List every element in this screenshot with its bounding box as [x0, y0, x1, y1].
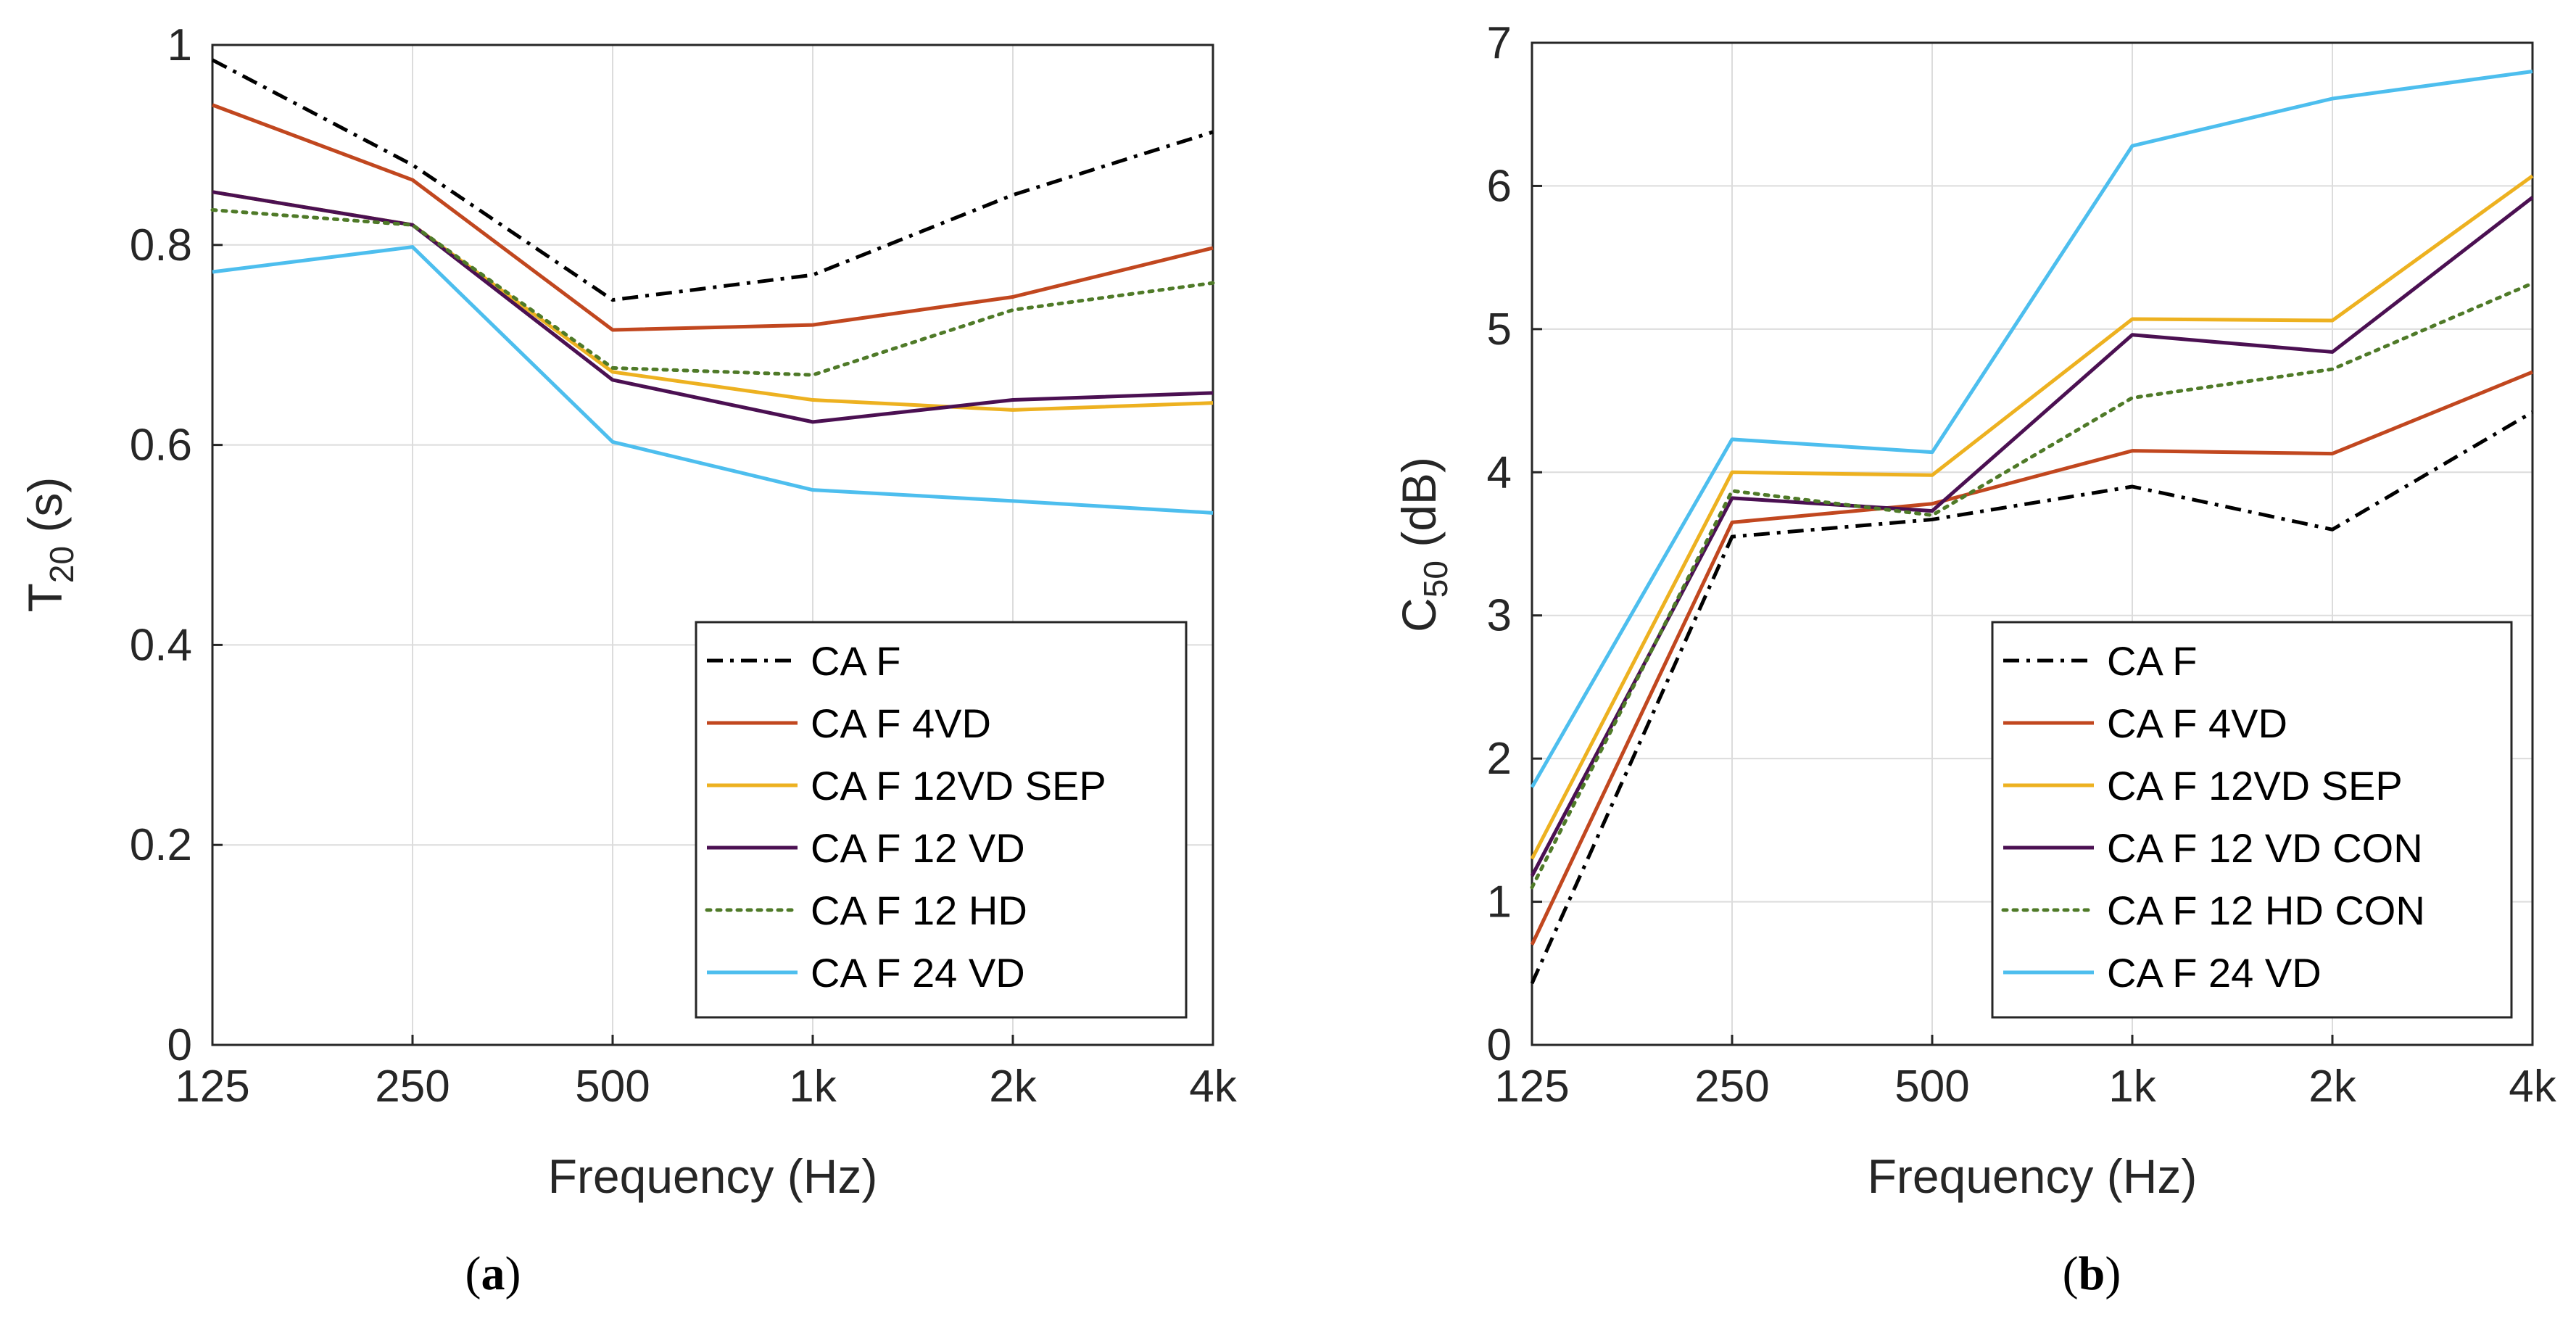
series-line-3	[212, 190, 1214, 424]
series-line-0	[1530, 410, 2534, 985]
x-axis-label-a: Frequency (Hz)	[548, 1149, 878, 1203]
series-line-3	[1530, 196, 2534, 877]
panel-label-a-close: )	[505, 1247, 521, 1300]
legend-entries-b: CA F CA F 4VD CA F 12VD SEP CA F 12 VD CON C…	[2001, 638, 2425, 996]
legend-label: CA F 24 VD	[811, 950, 1025, 996]
y-tick-label: 7	[1487, 18, 1512, 68]
y-tick-label: 0.6	[130, 421, 192, 471]
y-axis-label-b-main: C	[1392, 598, 1446, 632]
legend-a: CA F CA F 4VD CA F 12VD SEP CA F 12 VD CA F …	[695, 621, 1188, 1019]
series-line-2	[1530, 174, 2534, 860]
series-line-1	[212, 103, 1214, 332]
series-b	[1530, 70, 2535, 985]
x-ticks-b: 125 250 500 1k 2k 4k	[1494, 1035, 2557, 1112]
x-tick-label: 2k	[989, 1062, 1037, 1112]
y-tick-label: 0.8	[130, 220, 192, 270]
x-tick-label: 250	[1694, 1062, 1769, 1112]
series-line-4	[210, 208, 1215, 377]
legend-b: CA F CA F 4VD CA F 12VD SEP CA F 12 VD CON C…	[1991, 621, 2513, 1019]
y-axis-label-b: C50 (dB)	[1392, 457, 1454, 632]
panel-label-a-letter: a	[481, 1247, 505, 1300]
chart-a: 0 0.2 0.4 0.6 0.8 1 125 250 500 1k 2k 4k Frequency…	[18, 20, 1238, 1300]
x-tick-label: 4k	[1189, 1062, 1237, 1112]
legend-label: CA F	[811, 638, 900, 684]
y-tick-label: 0	[167, 1020, 192, 1070]
panel-label-a: (a)	[465, 1247, 521, 1300]
x-tick-label: 125	[1494, 1062, 1569, 1112]
y-axis-label-a-main: T	[18, 583, 72, 612]
series-line-0	[211, 58, 1214, 302]
legend-label: CA F 12 HD	[811, 888, 1027, 933]
series-line-2	[212, 190, 1214, 412]
series-line-1	[1530, 370, 2533, 946]
x-ticks-a: 125 250 500 1k 2k 4k	[175, 1035, 1238, 1112]
y-axis-label-a-sub: 20	[43, 546, 80, 583]
y-tick-label: 0	[1487, 1020, 1512, 1070]
x-tick-label: 500	[575, 1062, 650, 1112]
x-tick-label: 500	[1894, 1062, 1969, 1112]
x-tick-label: 2k	[2308, 1062, 2356, 1112]
y-axis-label-a-rest: (s)	[18, 477, 72, 546]
x-tick-label: 125	[175, 1062, 249, 1112]
legend-label: CA F 4VD	[811, 700, 991, 746]
legend-label: CA F 24 VD	[2107, 950, 2322, 996]
x-tick-label: 1k	[789, 1062, 837, 1112]
x-tick-label: 250	[375, 1062, 450, 1112]
panel-label-a-open: (	[465, 1247, 481, 1300]
legend-label: CA F 12 VD CON	[2107, 825, 2423, 871]
legend-entries-a: CA F CA F 4VD CA F 12VD SEP CA F 12 VD CA F …	[705, 638, 1106, 996]
x-tick-label: 1k	[2108, 1062, 2156, 1112]
y-axis-label-b-sub: 50	[1417, 561, 1454, 598]
series-line-5	[212, 245, 1214, 515]
y-tick-label: 3	[1487, 591, 1512, 641]
panel-label-b: (b)	[2063, 1247, 2121, 1300]
plot-area-b	[1531, 41, 2534, 1046]
plot-area-a	[211, 44, 1214, 1046]
y-tick-label: 2	[1487, 734, 1512, 784]
panel-label-b-open: (	[2063, 1247, 2079, 1300]
y-axis-label-a: T20 (s)	[18, 477, 80, 613]
y-tick-label: 0.4	[130, 620, 192, 670]
panel-label-b-close: )	[2105, 1247, 2121, 1300]
x-tick-label: 4k	[2509, 1062, 2556, 1112]
y-ticks-b: 0 1 2 3 4 5 6 7	[1487, 18, 1542, 1070]
y-tick-label: 0.2	[130, 820, 192, 870]
legend-box-a	[695, 621, 1188, 1019]
panel-label-b-letter: b	[2079, 1247, 2105, 1300]
y-axis-label-b-rest: (dB)	[1392, 457, 1446, 561]
series-line-5	[1530, 70, 2533, 788]
y-tick-label: 1	[1487, 877, 1512, 927]
legend-label: CA F	[2107, 638, 2197, 684]
series-line-4	[1530, 281, 2535, 890]
legend-label: CA F 12VD SEP	[811, 763, 1106, 809]
x-axis-label-b: Frequency (Hz)	[1868, 1149, 2198, 1203]
y-tick-label: 5	[1487, 305, 1512, 355]
legend-label: CA F 12 HD CON	[2107, 888, 2425, 933]
y-tick-label: 6	[1487, 161, 1512, 211]
legend-label: CA F 12 VD	[811, 825, 1025, 871]
y-ticks-a: 0 0.2 0.4 0.6 0.8 1	[130, 20, 223, 1070]
legend-label: CA F 12VD SEP	[2107, 763, 2403, 809]
legend-box-b	[1991, 621, 2513, 1019]
y-tick-label: 1	[167, 20, 192, 70]
series-a	[210, 58, 1215, 515]
y-tick-label: 4	[1487, 447, 1512, 497]
legend-label: CA F 4VD	[2107, 700, 2287, 746]
